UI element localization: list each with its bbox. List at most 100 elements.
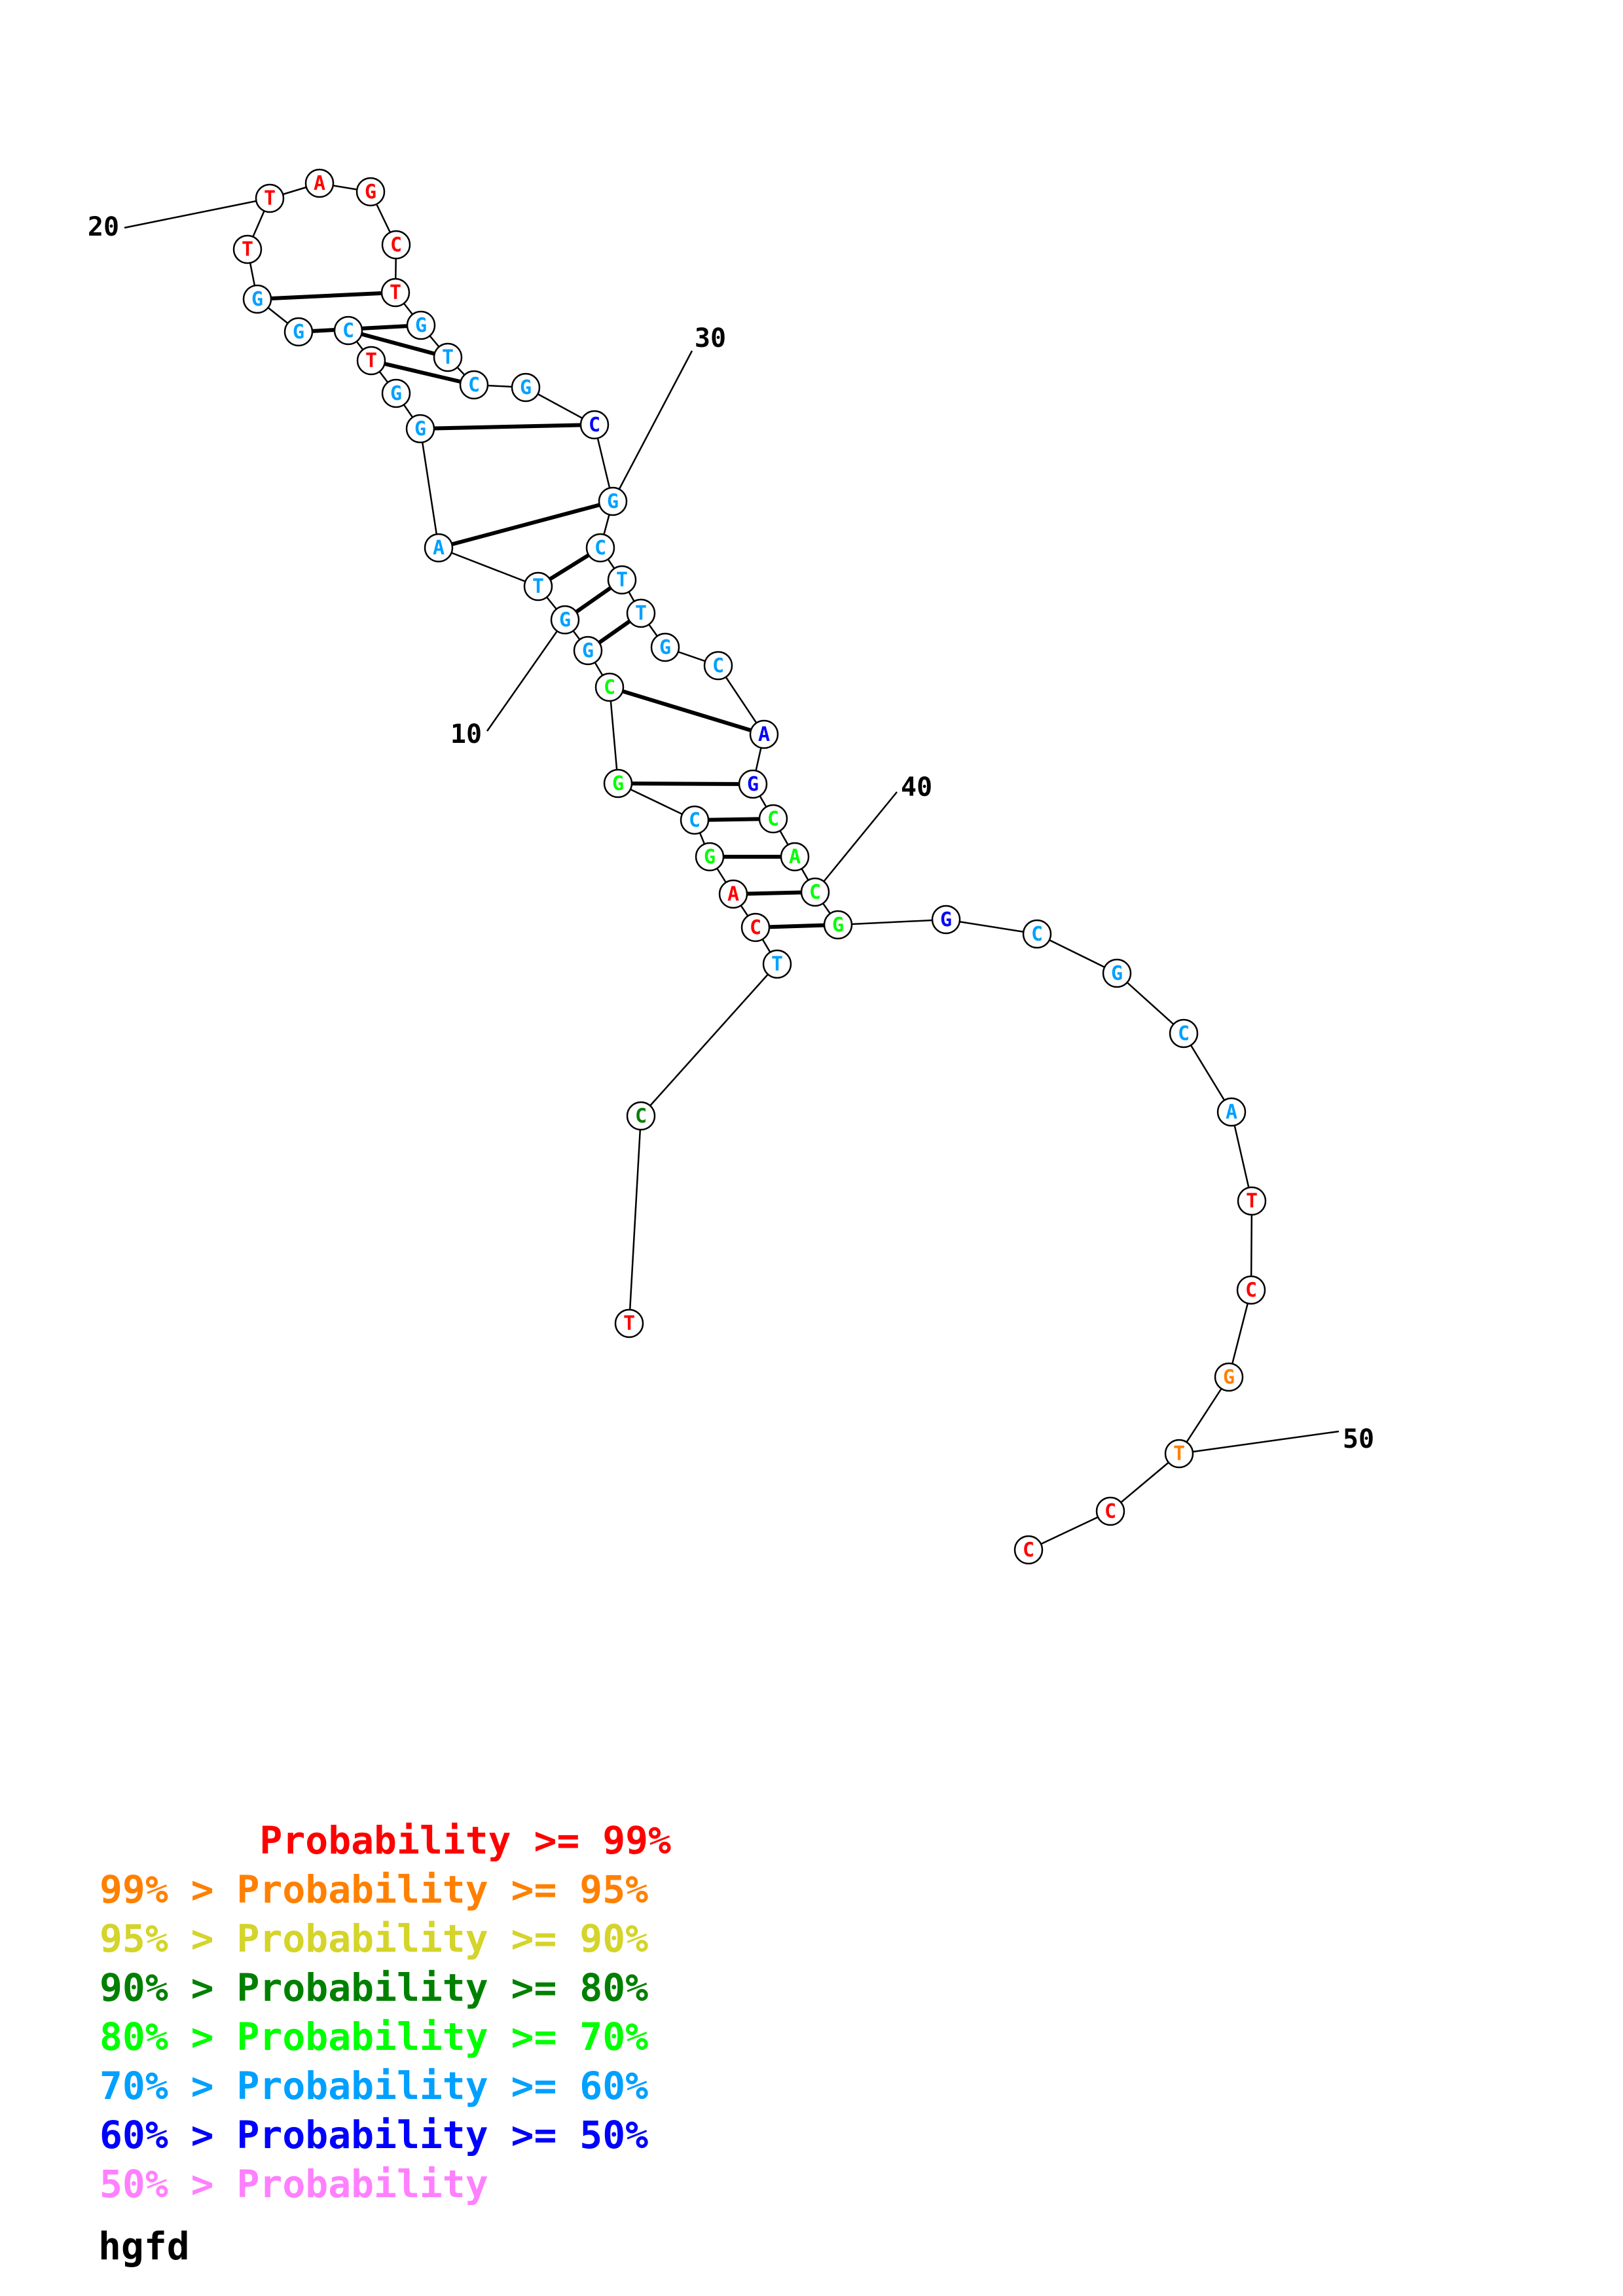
nucleotide-letter: C xyxy=(342,319,354,342)
nucleotide-circle xyxy=(1214,1362,1244,1392)
nucleotide-circle xyxy=(1013,1535,1044,1565)
nucleotide-letter: G xyxy=(559,609,571,632)
nucleotide-letter: G xyxy=(940,908,952,931)
nucleotide-letter: T xyxy=(1246,1190,1258,1213)
nucleotide-circle xyxy=(703,651,733,681)
nucleotide-letter: C xyxy=(594,537,606,560)
nucleotide-letter: G xyxy=(1223,1366,1235,1389)
nucleotide-circle xyxy=(823,910,853,940)
nucleotide-letter: G xyxy=(414,418,426,440)
nucleotide-letter: G xyxy=(704,846,716,869)
nucleotide-circle xyxy=(1237,1186,1267,1216)
nucleotide-circle xyxy=(607,565,637,595)
position-tick xyxy=(124,197,270,229)
position-labels: 10 20 30 40 50 xyxy=(88,212,1374,1454)
nucleotide-circle xyxy=(242,284,272,314)
nucleotide-letter: C xyxy=(767,808,779,831)
backbone-segment xyxy=(1116,973,1184,1034)
nucleotide-circle xyxy=(614,1308,644,1338)
nucleotide-letter: C xyxy=(689,809,701,832)
nucleotide-letter: C xyxy=(712,655,724,677)
nucleotide-circle xyxy=(232,234,263,264)
nucleotide-letter: T xyxy=(264,187,276,210)
backbone-segment xyxy=(608,687,619,784)
nucleotide-circle xyxy=(579,410,610,440)
backbone-segment xyxy=(1110,1453,1180,1512)
nucleotide-circle xyxy=(650,632,680,662)
nucleotide-circle xyxy=(424,533,454,563)
legend-line-50: 60% > Probability >= 50% xyxy=(100,2113,648,2157)
base-pair-bond xyxy=(420,423,595,431)
backbone-segment xyxy=(640,963,778,1117)
nucleotide-circle xyxy=(511,372,541,403)
position-label-ticks xyxy=(124,197,1340,1455)
position-label: 40 xyxy=(901,772,932,802)
nucleotide-circle xyxy=(718,879,748,909)
nucleotide-circle xyxy=(780,842,810,872)
nucleotide-letter: T xyxy=(442,346,454,369)
nucleotide-circle xyxy=(333,315,363,346)
nucleotide-letter: T xyxy=(532,575,544,598)
backbone-segment xyxy=(1230,1111,1253,1202)
nucleotide-circle xyxy=(1022,919,1052,949)
nucleotide-circle xyxy=(594,672,625,702)
nucleotide-circle xyxy=(459,370,489,400)
position-tick xyxy=(611,350,693,502)
nucleotide-letter: G xyxy=(832,914,844,937)
nucleotide-letter: A xyxy=(433,537,445,560)
structure-caption: hgfd xyxy=(98,2224,190,2269)
position-label: 10 xyxy=(450,719,482,749)
nucleotide-letter: C xyxy=(1031,923,1043,946)
nucleotide-circle xyxy=(255,183,285,213)
nucleotide-circle xyxy=(931,905,961,935)
nucleotide-circle xyxy=(1102,958,1132,988)
nucleotide-circle xyxy=(800,877,830,907)
nucleotide-circle xyxy=(762,949,792,979)
nucleotide-letter: G xyxy=(612,772,624,795)
nucleotide-letter: C xyxy=(1178,1022,1190,1045)
nucleotide-letter: A xyxy=(758,723,770,746)
nucleotide-letter: C xyxy=(1023,1539,1034,1562)
nucleotide-letter: G xyxy=(293,321,304,344)
backbone-segment xyxy=(1250,1200,1253,1291)
nucleotide-letter: C xyxy=(468,374,480,397)
nucleotide-circle xyxy=(695,842,725,872)
nucleotide-circle xyxy=(523,571,553,601)
nucleotide-circle xyxy=(598,486,628,516)
nucleotide-circle xyxy=(381,230,411,260)
nucleotide-letter: G xyxy=(659,636,671,659)
nucleotide-letter: C xyxy=(604,676,615,699)
nucleotide-letter: G xyxy=(251,288,263,311)
nucleotide-circle xyxy=(356,346,386,376)
position-label: 20 xyxy=(88,212,119,242)
position-label: 50 xyxy=(1343,1424,1374,1454)
nucleotide-letter: T xyxy=(616,569,628,592)
position-tick xyxy=(486,619,566,732)
nucleotide-circle xyxy=(1164,1439,1194,1469)
backbone-segment xyxy=(419,428,440,548)
nucleotide-circle xyxy=(406,310,436,340)
nucleotide-letter: T xyxy=(390,281,401,304)
nucleotide-circle xyxy=(758,804,788,834)
nucleotide-letter: T xyxy=(623,1312,635,1335)
nucleotide-letter: C xyxy=(589,414,600,437)
legend-line-95: 99% > Probability >= 95% xyxy=(100,1867,648,1912)
position-label: 30 xyxy=(695,323,726,353)
backbone-segment xyxy=(1182,1033,1233,1113)
nucleotide-circle xyxy=(626,598,656,628)
nucleotide-letter: G xyxy=(1111,962,1123,985)
base-pair-bond xyxy=(371,359,475,387)
legend-line-90: 95% > Probability >= 90% xyxy=(100,1916,648,1961)
nucleotide-circle xyxy=(626,1101,656,1131)
nucleotide-letter: T xyxy=(771,953,783,976)
nucleotide-letter: T xyxy=(242,238,253,261)
nucleotide-circle xyxy=(585,533,615,563)
nucleotide-letter: C xyxy=(809,881,821,904)
base-pair-bond xyxy=(348,329,448,359)
nucleotide-letter: G xyxy=(390,382,402,405)
nucleotide-letter: C xyxy=(1245,1279,1257,1302)
backbone-segment xyxy=(1036,933,1118,975)
nucleotide-letter: A xyxy=(727,883,739,906)
probability-legend: Probability >= 99% 99% > Probability >= … xyxy=(100,1818,671,2206)
nucleotide-circle xyxy=(304,168,335,198)
